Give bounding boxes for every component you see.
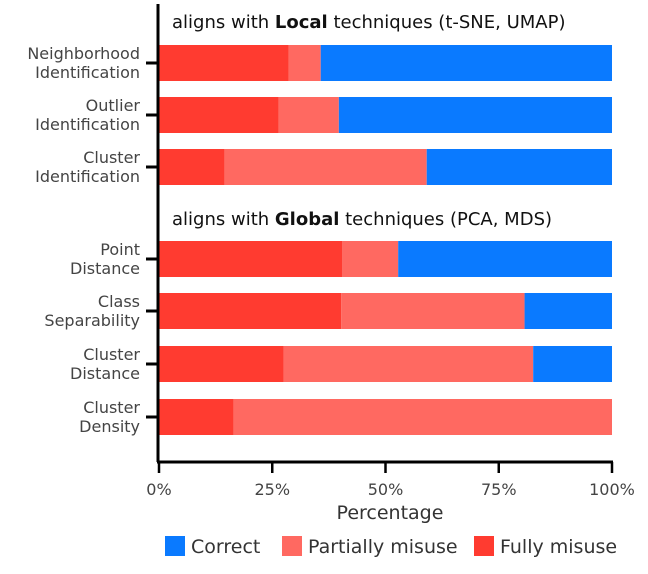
bar-cluster-density-partially-misuse [233,399,612,435]
group-labels: aligns with Local techniques (t-SNE, UMA… [172,12,565,230]
bar-cluster-density-fully-misuse [159,399,234,435]
legend-swatch-partially-misuse [282,536,302,556]
bars [159,45,612,435]
bar-outlier-identification-fully-misuse [159,97,279,133]
bar-outlier-identification-correct [338,97,612,133]
y-tick-label: Cluster Density [79,398,140,436]
y-tick-label: Neighborhood Identification [27,44,140,82]
legend-swatch-fully-misuse [474,536,494,556]
bar-class-separability-correct [524,293,612,329]
x-tick-label: 75% [481,480,517,499]
bar-cluster-distance-partially-misuse [283,346,534,382]
bar-neighborhood-identification-fully-misuse [159,45,289,81]
legend: Correct Partially misuse Fully misuse [165,536,617,558]
bar-point-distance-fully-misuse [159,241,343,277]
x-tick-label: 25% [254,480,290,499]
y-tick-label: Cluster Identification [35,148,140,186]
x-tick-label: 50% [368,480,404,499]
bar-point-distance-correct [398,241,612,277]
y-tick-label: Class Separability [44,292,140,330]
y-tick-label: Cluster Distance [70,345,140,383]
bar-cluster-identification-fully-misuse [159,149,225,185]
y-tick-label: Point Distance [70,240,140,278]
bar-cluster-identification-partially-misuse [224,149,427,185]
y-axis: Neighborhood Identification Outlier Identif… [27,4,160,462]
x-tick-label: 0% [146,480,171,499]
bar-cluster-identification-correct [426,149,612,185]
group-label-local: aligns with Local techniques (t-SNE, UMA… [172,12,565,33]
bar-class-separability-partially-misuse [341,293,525,329]
bar-neighborhood-identification-correct [320,45,612,81]
bar-class-separability-fully-misuse [159,293,342,329]
bar-point-distance-partially-misuse [342,241,399,277]
x-tick-label: 100% [589,480,635,499]
group-label-global: aligns with Global techniques (PCA, MDS) [172,209,552,230]
bar-cluster-distance-fully-misuse [159,346,284,382]
bar-outlier-identification-partially-misuse [278,97,339,133]
x-axis: 0% 25% 50% 75% 100% [146,460,635,499]
bar-neighborhood-identification-partially-misuse [288,45,321,81]
legend-label-correct: Correct [191,536,260,558]
bar-cluster-distance-correct [533,346,612,382]
y-tick-label: Outlier Identification [35,96,140,134]
legend-label-fully-misuse: Fully misuse [500,536,617,558]
legend-swatch-correct [165,536,185,556]
legend-label-partially-misuse: Partially misuse [308,536,458,558]
x-axis-title: Percentage [337,502,444,524]
